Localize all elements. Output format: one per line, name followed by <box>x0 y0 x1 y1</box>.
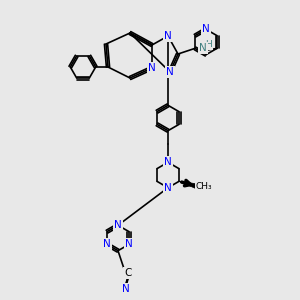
Text: N: N <box>125 239 133 249</box>
Text: N: N <box>164 157 172 167</box>
Text: N: N <box>164 31 172 41</box>
Text: N: N <box>103 239 111 249</box>
Text: N: N <box>122 284 130 294</box>
Text: N: N <box>114 220 122 230</box>
Text: CH₃: CH₃ <box>196 182 212 191</box>
Text: N: N <box>202 24 210 34</box>
Text: C: C <box>124 268 132 278</box>
Text: N: N <box>199 43 207 53</box>
Polygon shape <box>179 182 198 189</box>
Text: N: N <box>148 63 156 73</box>
Text: N: N <box>164 183 172 193</box>
Text: H: H <box>206 40 212 49</box>
Text: N: N <box>166 67 174 77</box>
